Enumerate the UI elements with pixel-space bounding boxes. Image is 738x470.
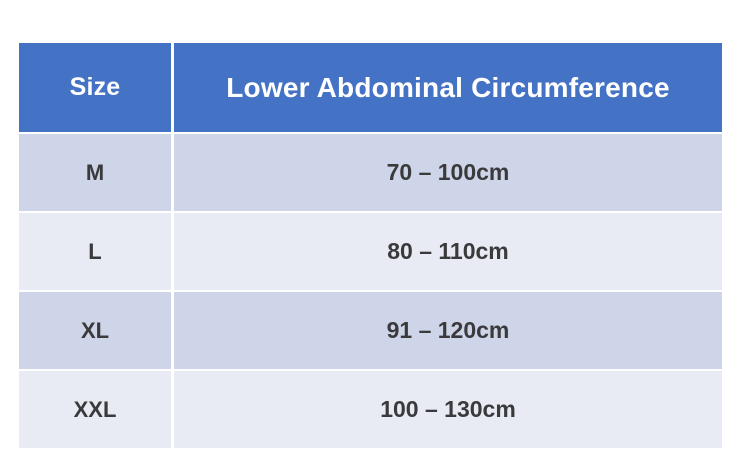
cell-size: XL [19, 292, 171, 369]
size-chart-table: Size Lower Abdominal Circumference M 70 … [16, 41, 725, 450]
cell-size: M [19, 134, 171, 211]
column-header-size: Size [19, 43, 171, 132]
cell-size: XXL [19, 371, 171, 448]
table-row: XL 91 – 120cm [19, 292, 722, 369]
table-row: L 80 – 110cm [19, 213, 722, 290]
cell-measurement: 91 – 120cm [174, 292, 722, 369]
cell-measurement: 80 – 110cm [174, 213, 722, 290]
cell-measurement: 70 – 100cm [174, 134, 722, 211]
table-row: XXL 100 – 130cm [19, 371, 722, 448]
table-body: M 70 – 100cm L 80 – 110cm XL 91 – 120cm … [19, 134, 722, 448]
cell-measurement: 100 – 130cm [174, 371, 722, 448]
cell-size: L [19, 213, 171, 290]
table-header: Size Lower Abdominal Circumference [19, 43, 722, 132]
column-header-measurement: Lower Abdominal Circumference [174, 43, 722, 132]
table-header-row: Size Lower Abdominal Circumference [19, 43, 722, 132]
table-row: M 70 – 100cm [19, 134, 722, 211]
